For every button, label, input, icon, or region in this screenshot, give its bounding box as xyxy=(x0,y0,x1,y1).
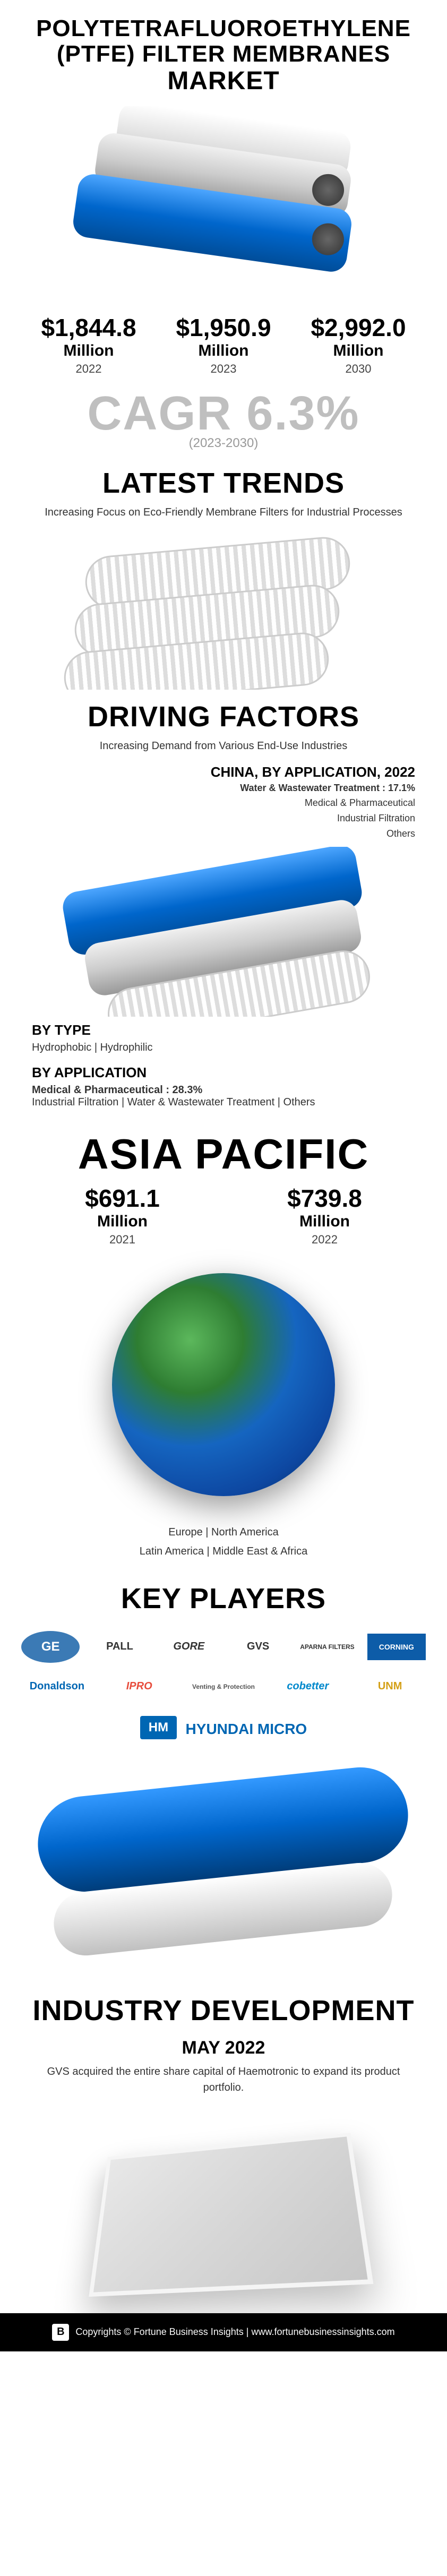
region-others-line2: Latin America | Middle East & Africa xyxy=(21,1542,426,1561)
logo-corning: CORNING xyxy=(367,1634,426,1660)
market-value-2023: $1,950.9 Million 2023 xyxy=(176,313,271,376)
main-title: POLYTETRAFLUOROETHYLENE (PTFE) FILTER ME… xyxy=(11,16,436,96)
industry-heading: INDUSTRY DEVELOPMENT xyxy=(0,1983,447,2032)
china-item: Industrial Filtration xyxy=(32,811,415,826)
industry-text: GVS acquired the entire share capital of… xyxy=(0,2064,447,2111)
logo-ge: GE xyxy=(21,1631,80,1663)
logo-hyundai-text: HYUNDAI MICRO xyxy=(186,1721,307,1738)
value-amount: $1,844.8 xyxy=(41,313,136,342)
china-list: Water & Wastewater Treatment : 17.1% Med… xyxy=(32,780,415,842)
market-value-2030: $2,992.0 Million 2030 xyxy=(311,313,406,376)
globe-image xyxy=(0,1257,447,1512)
cartridge-inner-icon xyxy=(310,221,346,257)
hero-filters-image xyxy=(0,106,447,308)
logo-gvs: GVS xyxy=(229,1634,287,1660)
trends-subtext: Increasing Focus on Eco-Friendly Membran… xyxy=(0,505,447,530)
region-values-row: $691.1 Million 2021 $739.8 Million 2022 xyxy=(0,1184,447,1257)
by-type-title: BY TYPE xyxy=(32,1022,415,1038)
china-section: CHINA, BY APPLICATION, 2022 Water & Wast… xyxy=(0,764,447,847)
region-others-list: Europe | North America Latin America | M… xyxy=(0,1512,447,1572)
logo-pall: PALL xyxy=(90,1634,149,1660)
driving-heading: DRIVING FACTORS xyxy=(0,690,447,739)
footer-text: Copyrights © Fortune Business Insights |… xyxy=(75,2326,394,2338)
value-amount: $691.1 xyxy=(85,1184,160,1213)
region-value-2021: $691.1 Million 2021 xyxy=(85,1184,160,1247)
cartridge-inner-icon xyxy=(310,172,346,208)
driving-subtext: Increasing Demand from Various End-Use I… xyxy=(0,739,447,764)
china-item-highlight: Water & Wastewater Treatment : 17.1% xyxy=(32,780,415,796)
infographic-container: POLYTETRAFLUOROETHYLENE (PTFE) FILTER ME… xyxy=(0,0,447,2351)
logo-unm: UNM xyxy=(361,1673,419,1700)
footer-logo-icon: B xyxy=(52,2324,69,2341)
title-market: MARKET xyxy=(11,67,436,96)
title-line2: (PTFE) FILTER MEMBRANES xyxy=(11,41,436,67)
value-year: 2030 xyxy=(311,362,406,376)
china-title: CHINA, BY APPLICATION, 2022 xyxy=(32,764,415,780)
by-application-section: BY APPLICATION Medical & Pharmaceutical … xyxy=(0,1059,447,1114)
value-year: 2021 xyxy=(85,1233,160,1247)
logo-aparna: APARNA FILTERS xyxy=(298,1634,356,1660)
logo-hyundai-row: HM HYUNDAI MICRO xyxy=(21,1716,426,1739)
trends-filters-image xyxy=(0,530,447,690)
by-type-items: Hydrophobic | Hydrophilic xyxy=(32,1042,415,1054)
industry-date: MAY 2022 xyxy=(0,2032,447,2064)
footer: B Copyrights © Fortune Business Insights… xyxy=(0,2313,447,2351)
value-amount: $1,950.9 xyxy=(176,313,271,342)
value-unit: Million xyxy=(41,342,136,360)
cagr-section: CAGR 6.3% (2023-2030) xyxy=(0,387,447,456)
by-application-others: Industrial Filtration | Water & Wastewat… xyxy=(32,1096,315,1108)
market-value-2022: $1,844.8 Million 2022 xyxy=(41,313,136,376)
value-year: 2022 xyxy=(287,1233,362,1247)
logo-gore: GORE xyxy=(160,1634,218,1660)
earth-globe-icon xyxy=(112,1273,335,1496)
players-logos-grid: GE PALL GORE GVS APARNA FILTERS CORNING … xyxy=(0,1620,447,1761)
trends-heading: LATEST TRENDS xyxy=(0,456,447,505)
value-year: 2023 xyxy=(176,362,271,376)
logo-cobetter: cobetter xyxy=(279,1673,337,1700)
region-value-2022: $739.8 Million 2022 xyxy=(287,1184,362,1247)
logo-donaldson: Donaldson xyxy=(28,1673,86,1700)
players-filters-image xyxy=(0,1761,447,1983)
cagr-years: (2023-2030) xyxy=(11,436,436,451)
logo-hm-badge: HM xyxy=(140,1716,177,1739)
by-application-title: BY APPLICATION xyxy=(32,1064,415,1081)
value-unit: Million xyxy=(311,342,406,360)
by-application-highlight: Medical & Pharmaceutical : 28.3% xyxy=(32,1084,202,1096)
value-unit: Million xyxy=(176,342,271,360)
cagr-value: CAGR 6.3% xyxy=(11,387,436,441)
title-section: POLYTETRAFLUOROETHYLENE (PTFE) FILTER ME… xyxy=(0,0,447,106)
value-amount: $739.8 xyxy=(287,1184,362,1213)
value-year: 2022 xyxy=(41,362,136,376)
by-type-section: BY TYPE Hydrophobic | Hydrophilic xyxy=(0,1017,447,1059)
region-others-line1: Europe | North America xyxy=(21,1523,426,1542)
value-unit: Million xyxy=(287,1213,362,1231)
china-item: Medical & Pharmaceutical xyxy=(32,795,415,811)
title-line1: POLYTETRAFLUOROETHYLENE xyxy=(11,16,436,41)
membrane-sheet-image xyxy=(0,2111,447,2313)
value-unit: Million xyxy=(85,1213,160,1231)
driving-filters-image xyxy=(0,847,447,1017)
membrane-sheet xyxy=(89,2133,373,2297)
market-values-row: $1,844.8 Million 2022 $1,950.9 Million 2… xyxy=(0,308,447,387)
region-heading: ASIA PACIFIC xyxy=(0,1114,447,1184)
value-amount: $2,992.0 xyxy=(311,313,406,342)
logo-venting: Venting & Protection xyxy=(192,1673,255,1700)
china-item: Others xyxy=(32,826,415,842)
logo-ipro: IPRO xyxy=(110,1673,168,1700)
players-heading: KEY PLAYERS xyxy=(0,1572,447,1620)
by-application-items: Medical & Pharmaceutical : 28.3% Industr… xyxy=(32,1084,415,1109)
